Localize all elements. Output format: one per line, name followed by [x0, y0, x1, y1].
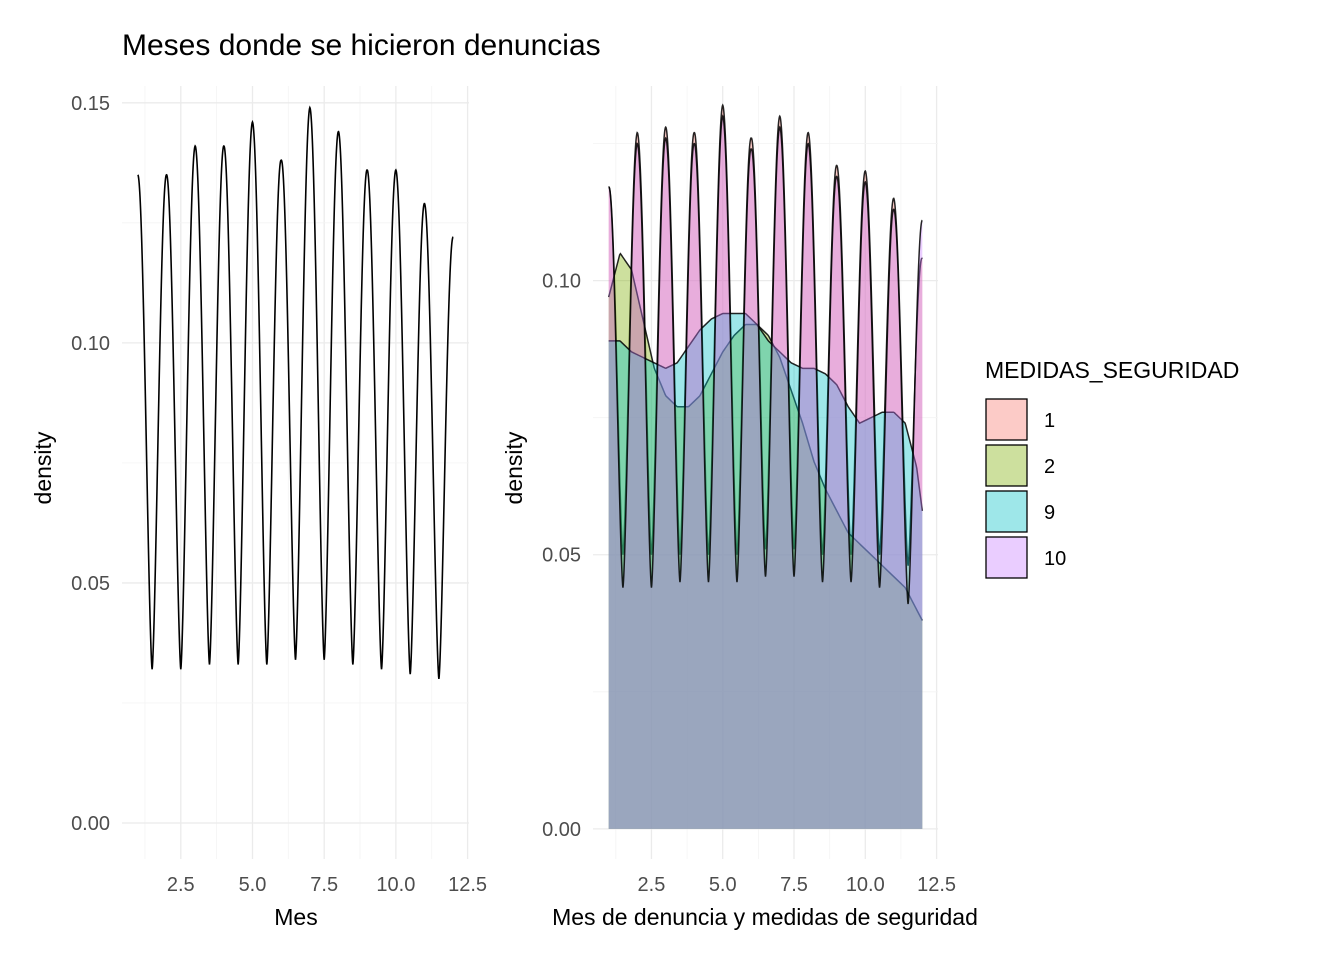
panel-1-y-tick-labels: 0.00 0.05 0.10 0.15: [71, 93, 110, 835]
panel-1-x-tick-label: 5.0: [239, 874, 267, 896]
panel-2-x-axis-title: Mes de denuncia y medidas de seguridad: [552, 904, 978, 930]
panel-2-x-tick-label: 12.5: [917, 874, 956, 896]
panel-2-x-tick-label: 5.0: [709, 874, 737, 896]
panel-2-area-series-10: [608, 116, 923, 829]
panel-1-grid: [122, 86, 469, 859]
panel-2-line-series-9: [608, 312, 924, 511]
panel-2-density-areas: [607, 103, 924, 829]
panel-2-grid: [593, 86, 938, 859]
panel-1-y-axis-title: density: [30, 431, 56, 504]
panel-1-x-tick-labels: 2.5 5.0 7.5 10.0 12.5: [167, 874, 487, 896]
legend: MEDIDAS_SEGURIDAD 1 2 9 10: [985, 357, 1239, 579]
panel-1-y-tick-label: 0.15: [71, 93, 110, 115]
panel-2-area-series-2: [608, 253, 923, 829]
legend-swatch-1: [985, 398, 1028, 441]
legend-swatch-2: [985, 444, 1028, 487]
panel-2-area-series-1: [608, 105, 923, 829]
panel-1-x-tick-label: 2.5: [167, 874, 195, 896]
panel-1-y-tick-label: 0.00: [71, 813, 110, 835]
panel-1-density-curve: [137, 105, 454, 680]
legend-swatch-9: [985, 490, 1028, 533]
legend-label-9: 9: [1044, 502, 1055, 524]
chart-title: Meses donde se hicieron denuncias: [122, 29, 601, 62]
panel-2-y-tick-labels: 0.00 0.05 0.10: [542, 271, 581, 841]
panel-2-line-series-10: [608, 114, 923, 605]
panel-1-x-tick-label: 10.0: [376, 874, 415, 896]
panel-1-y-tick-label: 0.05: [71, 573, 110, 595]
panel-2-x-tick-label: 7.5: [780, 874, 808, 896]
panel-2-line-series-2: [607, 252, 923, 621]
panel-2-y-axis-title: density: [501, 431, 527, 504]
panel-1-x-axis-title: Mes: [274, 904, 317, 930]
legend-title: MEDIDAS_SEGURIDAD: [985, 357, 1239, 383]
panel-2-y-tick-label: 0.00: [542, 819, 581, 841]
legend-label-10: 10: [1044, 548, 1066, 570]
panel-2-x-tick-label: 2.5: [638, 874, 666, 896]
panel-2-y-tick-label: 0.05: [542, 545, 581, 567]
panel-1-density-line: [137, 105, 454, 680]
panel-2-y-tick-label: 0.10: [542, 271, 581, 293]
legend-entries: 1 2 9 10: [985, 398, 1066, 579]
panel-1-x-tick-label: 7.5: [310, 874, 338, 896]
legend-swatch-10: [985, 536, 1028, 579]
legend-label-1: 1: [1044, 410, 1055, 432]
panel-2-x-tick-label: 10.0: [846, 874, 885, 896]
panel-1-x-tick-label: 12.5: [448, 874, 487, 896]
panel-2-x-tick-labels: 2.5 5.0 7.5 10.0 12.5: [638, 874, 956, 896]
panel-1-y-tick-label: 0.10: [71, 333, 110, 355]
legend-label-2: 2: [1044, 456, 1055, 478]
